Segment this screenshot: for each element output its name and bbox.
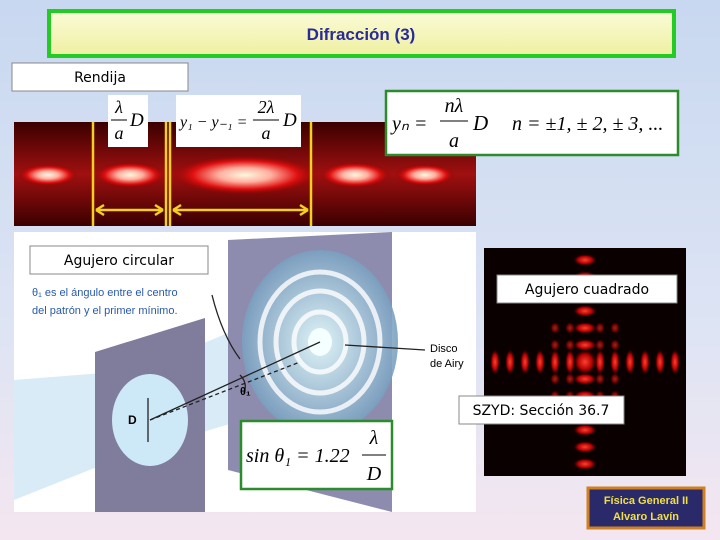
spot [595, 373, 605, 385]
title-box [47, 9, 676, 58]
spot [573, 349, 597, 375]
spot [573, 254, 597, 266]
spot [573, 305, 597, 317]
side-maximum [395, 164, 455, 186]
spot [565, 373, 575, 385]
logo-text: Alvaro Lavín [613, 511, 679, 523]
spot [610, 339, 620, 351]
title: Difracción (3) [307, 25, 416, 44]
spot [565, 322, 575, 334]
side-maximum [18, 164, 78, 186]
spot [550, 339, 560, 351]
logo [586, 486, 706, 530]
spot [550, 322, 560, 334]
section-label: Rendija [74, 70, 126, 86]
spot [670, 349, 680, 375]
caption: θ₁ es el ángulo entre el centro [32, 287, 178, 299]
factor: D [472, 111, 488, 135]
logo-text: Física General II [604, 495, 688, 507]
spot [655, 349, 665, 375]
spot [565, 339, 575, 351]
label-box [29, 245, 209, 275]
spot [505, 349, 515, 375]
spot [573, 339, 597, 351]
spot [610, 349, 620, 375]
formula-box [384, 89, 680, 157]
formula-lhs: y₁ − y₋₁ = [178, 114, 247, 131]
spot [595, 322, 605, 334]
label-box [496, 274, 678, 304]
denominator: D [366, 463, 382, 485]
spot [565, 349, 575, 375]
label-box [11, 62, 189, 92]
section-label: Agujero cuadrado [525, 282, 649, 298]
numerator: λ [369, 427, 379, 449]
formula-lhs: yₙ = [390, 113, 427, 135]
central-maximum [170, 155, 320, 195]
label-box [458, 395, 625, 425]
numerator: λ [114, 97, 123, 117]
side-maximum [94, 162, 166, 188]
aperture-label: D [128, 413, 137, 427]
angle-label: θ₁ [240, 386, 251, 398]
side-maximum [319, 162, 391, 188]
spot [573, 322, 597, 334]
formula-box [108, 95, 148, 147]
numerator: nλ [445, 95, 464, 117]
reference: SZYD: Sección 36.7 [473, 403, 610, 419]
spot [535, 349, 545, 375]
factor: D [129, 110, 144, 131]
caption: del patrón y el primer mínimo. [32, 305, 178, 317]
spot [640, 349, 650, 375]
width-markers [91, 122, 313, 226]
spot [550, 349, 560, 375]
airy-label: Disco [430, 343, 458, 355]
factor: D [282, 110, 297, 131]
section-label: Agujero circular [64, 253, 174, 269]
spot [595, 349, 605, 375]
orders: n = ±1, ± 2, ± 3, ... [512, 113, 663, 135]
spot [573, 441, 597, 453]
spot [520, 349, 530, 375]
spot [490, 349, 500, 375]
spot [610, 373, 620, 385]
spot [610, 322, 620, 334]
formula-box [176, 95, 301, 147]
denominator: a [262, 123, 271, 143]
spot [595, 339, 605, 351]
airy-label: de Airy [430, 358, 464, 370]
formula-lhs: sin θ₁ = 1.22 [246, 445, 350, 467]
spot [550, 373, 560, 385]
numerator: 2λ [258, 97, 275, 117]
spot [573, 424, 597, 436]
spot [573, 458, 597, 470]
denominator: a [115, 123, 124, 143]
denominator: a [449, 130, 459, 152]
spot [573, 373, 597, 385]
rings [257, 269, 383, 415]
rays [147, 294, 426, 442]
spot [625, 349, 635, 375]
